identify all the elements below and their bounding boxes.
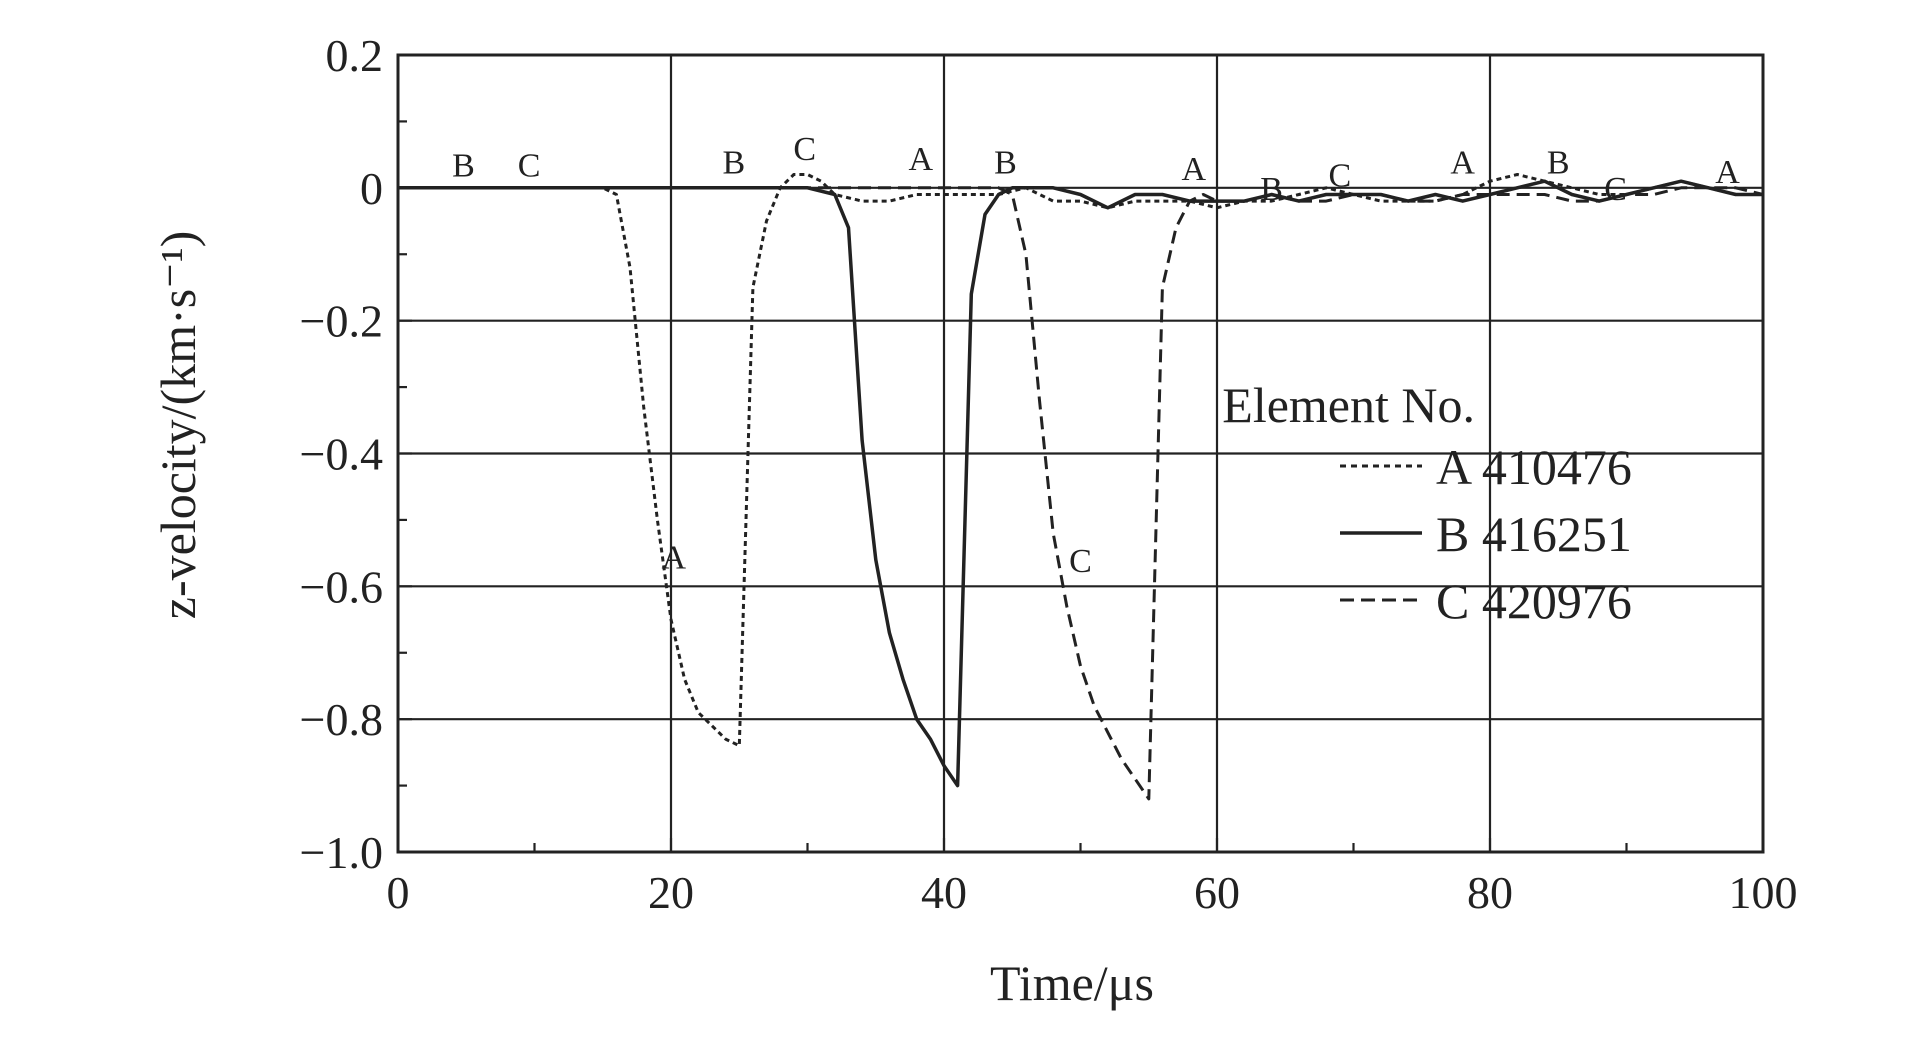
point-label-a: A [909, 141, 934, 178]
x-tick-label: 40 [921, 867, 967, 918]
x-tick-label: 20 [648, 867, 694, 918]
point-label-c: C [793, 131, 816, 168]
y-tick-label: −0.8 [300, 694, 383, 745]
y-tick-label: −1.0 [300, 827, 383, 878]
legend: Element No. A 410476 B 416251 C 420976 [1222, 377, 1632, 629]
point-label-a: A [1715, 154, 1740, 191]
y-tick-label: −0.2 [300, 296, 383, 347]
point-label-a: A [1450, 144, 1475, 181]
point-label-a: A [661, 539, 686, 576]
x-tick-label: 60 [1194, 867, 1240, 918]
legend-title: Element No. [1222, 377, 1475, 433]
axis-ticks [396, 53, 1765, 854]
point-label-c: C [1069, 543, 1092, 580]
x-tick-label: 100 [1729, 867, 1798, 918]
point-label-c: C [1329, 158, 1352, 195]
y-tick-label: 0.2 [326, 30, 384, 81]
point-label-a: A [1182, 151, 1207, 188]
y-axis-title: z-velocity/(km·s⁻¹) [150, 231, 206, 619]
y-tick-label: −0.4 [300, 429, 383, 480]
x-tick-label: 80 [1467, 867, 1513, 918]
legend-label-a: A 410476 [1436, 439, 1632, 495]
point-label-b: B [1260, 171, 1283, 208]
point-label-b: B [722, 144, 745, 181]
x-axis-title: Time/μs [990, 955, 1154, 1011]
series-line-c [398, 186, 1764, 801]
tick-labels: 0 20 40 60 80 100 0.2 0 −0.2 −0.4 −0.6 −0.8 −1.0 [300, 30, 1798, 918]
x-tick-label: 0 [387, 867, 410, 918]
y-tick-label: 0 [360, 163, 383, 214]
point-label-b: B [1547, 144, 1570, 181]
y-tick-label: −0.6 [300, 561, 383, 612]
series-line-b [398, 179, 1763, 788]
legend-label-c: C 420976 [1436, 573, 1632, 629]
point-label-b: B [452, 148, 475, 185]
point-label-c: C [1604, 171, 1627, 208]
series-lines [398, 173, 1764, 801]
point-label-c: C [518, 148, 541, 185]
point-label-b: B [994, 144, 1017, 181]
series-line-a [398, 173, 1763, 748]
legend-label-b: B 416251 [1436, 506, 1632, 562]
